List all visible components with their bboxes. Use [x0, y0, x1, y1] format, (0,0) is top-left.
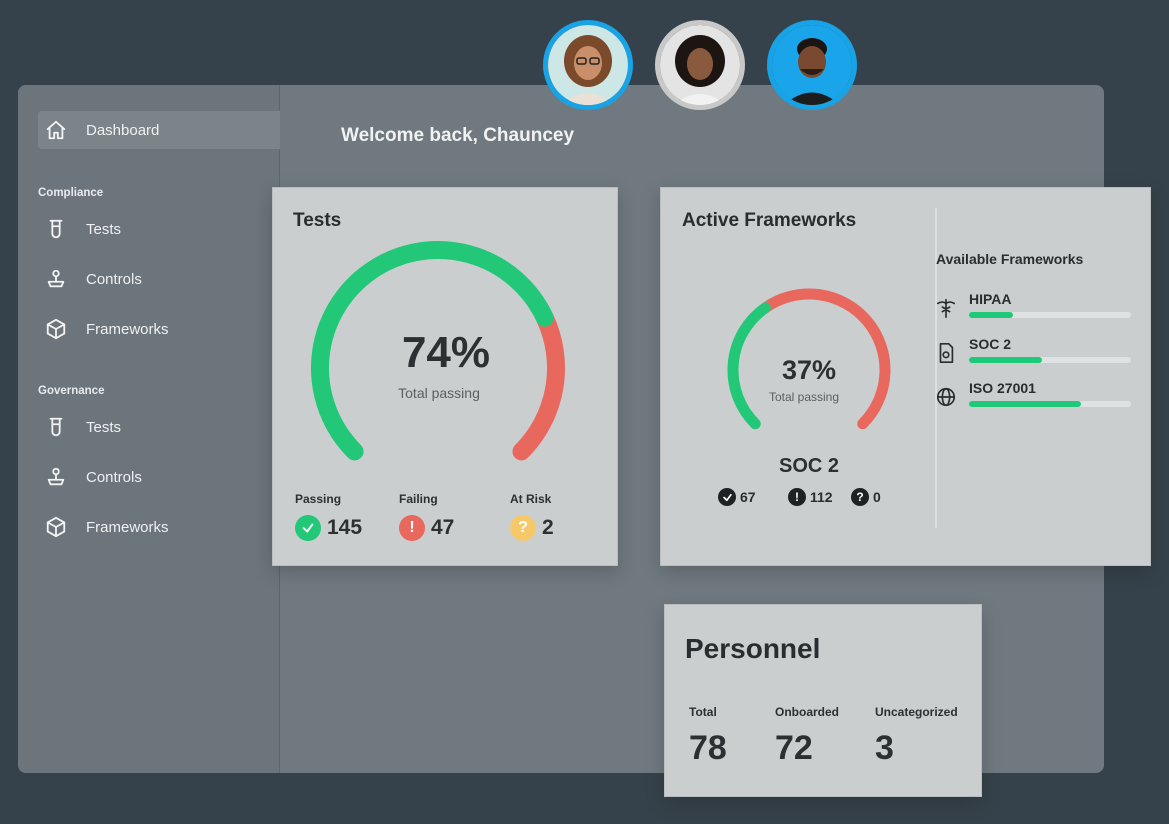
tests-gauge: [311, 241, 565, 461]
gauge-arc-failing: [759, 288, 891, 430]
framework-row-soc2[interactable]: SOC 2: [935, 336, 1135, 376]
sidebar-item-label: Controls: [86, 270, 142, 288]
sidebar-item-label: Tests: [86, 220, 122, 238]
personnel-value-uncategorized: 3: [875, 729, 894, 767]
framework-progress-fill: [969, 312, 1013, 318]
stat-value: 2: [542, 516, 554, 539]
document-icon: [935, 342, 957, 364]
sidebar-item-compliance-frameworks[interactable]: Frameworks: [38, 310, 280, 348]
question-icon: ?: [510, 515, 536, 541]
gauge-arc-passing: [311, 241, 554, 461]
sidebar-item-compliance-tests[interactable]: Tests: [38, 210, 280, 248]
available-frameworks-title: Available Frameworks: [936, 251, 1084, 267]
framework-progress-track: [969, 357, 1131, 363]
stat-label-passing: Passing: [295, 492, 342, 506]
sidebar-item-dashboard[interactable]: Dashboard: [38, 111, 280, 149]
avatar-image: [548, 25, 628, 105]
personnel-card[interactable]: Personnel Total 78 Onboarded 72 Uncatego…: [664, 604, 982, 797]
avatar-image: [772, 25, 852, 105]
active-frameworks-card[interactable]: Active Frameworks 37% Total passing SOC …: [660, 187, 1151, 566]
sidebar-item-label: Frameworks: [86, 518, 169, 536]
stat-label-failing: Failing: [399, 492, 438, 506]
count-value: 67: [740, 489, 756, 505]
tests-subtitle: Total passing: [398, 385, 480, 401]
framework-row-iso27001[interactable]: ISO 27001: [935, 380, 1135, 420]
sidebar: Dashboard Compliance Tests Controls Fram…: [18, 85, 280, 773]
card-title: Personnel: [685, 633, 821, 664]
framework-row-hipaa[interactable]: HIPAA: [935, 291, 1135, 331]
personnel-label-uncategorized: Uncategorized: [875, 705, 958, 719]
soc2-percent: 37%: [781, 355, 837, 385]
exclamation-icon: !: [399, 515, 425, 541]
count-value: 0: [873, 489, 881, 505]
card-title: Active Frameworks: [682, 210, 857, 231]
sidebar-item-compliance-controls[interactable]: Controls: [38, 260, 280, 298]
card-title: Tests: [293, 210, 342, 231]
framework-progress-track: [969, 312, 1131, 318]
check-icon: [718, 488, 736, 506]
joystick-icon: [44, 267, 68, 291]
sidebar-item-governance-controls[interactable]: Controls: [38, 458, 280, 496]
avatar[interactable]: [767, 20, 857, 110]
gauge-arc-failing: [512, 308, 565, 461]
gauge-arc-passing: [727, 302, 771, 430]
exclamation-icon: !: [788, 488, 806, 506]
sidebar-item-label: Tests: [86, 418, 122, 436]
personnel-label-onboarded: Onboarded: [775, 705, 840, 719]
section-label-compliance: Compliance: [38, 187, 104, 199]
cube-icon: [44, 515, 68, 539]
soc2-subtitle: Total passing: [768, 390, 840, 404]
tests-percent: 74%: [401, 328, 491, 377]
soc2-pass-count: 67: [718, 488, 756, 506]
framework-progress-track: [969, 401, 1131, 407]
personnel-value-onboarded: 72: [775, 729, 813, 767]
soc2-risk-count: ? 0: [851, 488, 881, 506]
section-label-governance: Governance: [38, 385, 105, 397]
personnel-value-total: 78: [689, 729, 727, 767]
soc2-gauge: [727, 288, 891, 430]
welcome-heading: Welcome back, Chauncey: [341, 125, 575, 146]
stat-label-at-risk: At Risk: [510, 492, 552, 506]
check-icon: [295, 515, 321, 541]
framework-name: HIPAA: [969, 291, 1012, 307]
framework-name: ISO 27001: [969, 380, 1036, 396]
personnel-label-total: Total: [689, 705, 717, 719]
home-icon: [44, 118, 68, 142]
soc2-name: SOC 2: [778, 455, 840, 477]
caduceus-icon: [935, 297, 957, 319]
framework-progress-fill: [969, 401, 1081, 407]
stat-value: 47: [431, 516, 455, 539]
divider: [935, 208, 937, 528]
tests-card[interactable]: Tests 74% Total passing Passing 145 Fail…: [272, 187, 618, 566]
sidebar-item-governance-frameworks[interactable]: Frameworks: [38, 508, 280, 546]
question-icon: ?: [851, 488, 869, 506]
stat-failing: ! 47: [399, 515, 454, 541]
joystick-icon: [44, 465, 68, 489]
stat-value: 145: [327, 516, 363, 539]
avatar[interactable]: [655, 20, 745, 110]
framework-name: SOC 2: [969, 336, 1012, 352]
test-tube-icon: [44, 415, 68, 439]
cube-icon: [44, 317, 68, 341]
stat-at-risk: ? 2: [510, 515, 554, 541]
stat-passing: 145: [295, 515, 362, 541]
framework-progress-fill: [969, 357, 1042, 363]
avatar[interactable]: [543, 20, 633, 110]
sidebar-item-label: Frameworks: [86, 320, 169, 338]
sidebar-item-governance-tests[interactable]: Tests: [38, 408, 280, 446]
sidebar-item-label: Dashboard: [86, 121, 160, 139]
globe-icon: [935, 386, 957, 408]
sidebar-item-label: Controls: [86, 468, 142, 486]
avatar-image: [660, 25, 740, 105]
count-value: 112: [810, 489, 833, 505]
test-tube-icon: [44, 217, 68, 241]
soc2-fail-count: ! 112: [788, 488, 833, 506]
